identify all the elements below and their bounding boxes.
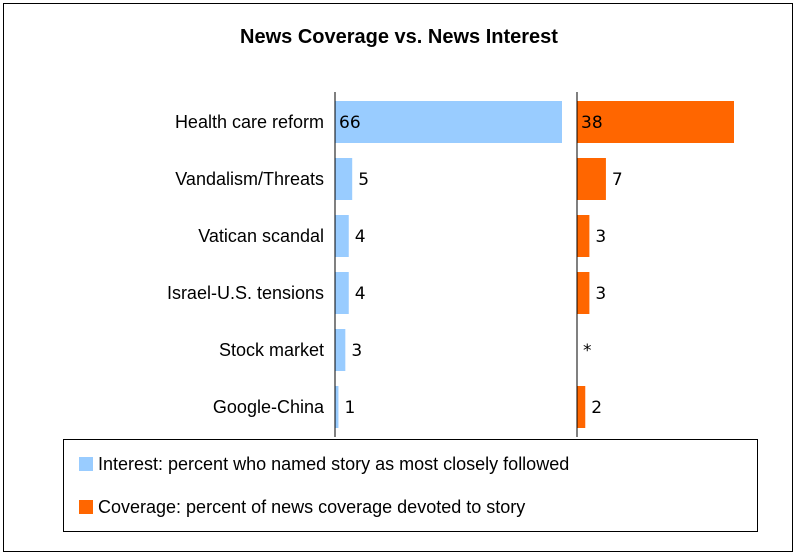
coverage-bar-vatican-scandal	[577, 215, 590, 257]
coverage-value-health-care-reform: 38	[581, 113, 603, 133]
legend-label-interest: Interest: percent who named story as mos…	[98, 453, 570, 474]
coverage-bar-vandalism-threats	[577, 158, 606, 200]
category-label-stock-market: Stock market	[219, 340, 324, 360]
coverage-bar-google-china	[577, 386, 586, 428]
legend: Interest: percent who named story as mos…	[63, 439, 758, 532]
interest-bar-israel-u-s-tensions	[335, 272, 349, 314]
coverage-bar-health-care-reform	[577, 101, 734, 143]
interest-bar-stock-market	[335, 329, 346, 371]
coverage-bar-israel-u-s-tensions	[577, 272, 590, 314]
interest-value-israel-u-s-tensions: 4	[355, 284, 366, 304]
coverage-value-israel-u-s-tensions: 3	[595, 284, 606, 304]
interest-bar-health-care-reform	[335, 101, 562, 143]
chart-title: News Coverage vs. News Interest	[240, 26, 558, 48]
interest-bar-google-china	[335, 386, 339, 428]
legend-item-interest: Interest: percent who named story as mos…	[79, 452, 569, 476]
interest-bar-vatican-scandal	[335, 215, 349, 257]
category-label-vatican-scandal: Vatican scandal	[198, 226, 324, 246]
coverage-value-google-china: 2	[591, 398, 602, 418]
legend-item-coverage: Coverage: percent of news coverage devot…	[79, 495, 525, 519]
coverage-value-stock-market: *	[583, 341, 592, 361]
chart-frame: News Coverage vs. News Interest Health c…	[3, 3, 793, 552]
interest-value-vandalism-threats: 5	[358, 170, 369, 190]
interest-value-stock-market: 3	[351, 341, 362, 361]
bar-chart: Health care reform Vandalism/Threats Vatic…	[167, 92, 734, 437]
coverage-value-vatican-scandal: 3	[595, 227, 606, 247]
legend-swatch-coverage	[79, 500, 93, 514]
legend-swatch-interest	[79, 457, 93, 471]
category-label-vandalism-threats: Vandalism/Threats	[175, 169, 324, 189]
coverage-value-vandalism-threats: 7	[612, 170, 623, 190]
interest-value-vatican-scandal: 4	[355, 227, 366, 247]
interest-bar-vandalism-threats	[335, 158, 353, 200]
interest-value-google-china: 1	[344, 398, 355, 418]
category-label-google-china: Google-China	[213, 397, 325, 417]
category-label-israel-u-s-tensions: Israel-U.S. tensions	[167, 283, 324, 303]
interest-value-health-care-reform: 66	[339, 113, 361, 133]
legend-label-coverage: Coverage: percent of news coverage devot…	[98, 496, 526, 517]
category-label-health-care-reform: Health care reform	[175, 112, 324, 132]
